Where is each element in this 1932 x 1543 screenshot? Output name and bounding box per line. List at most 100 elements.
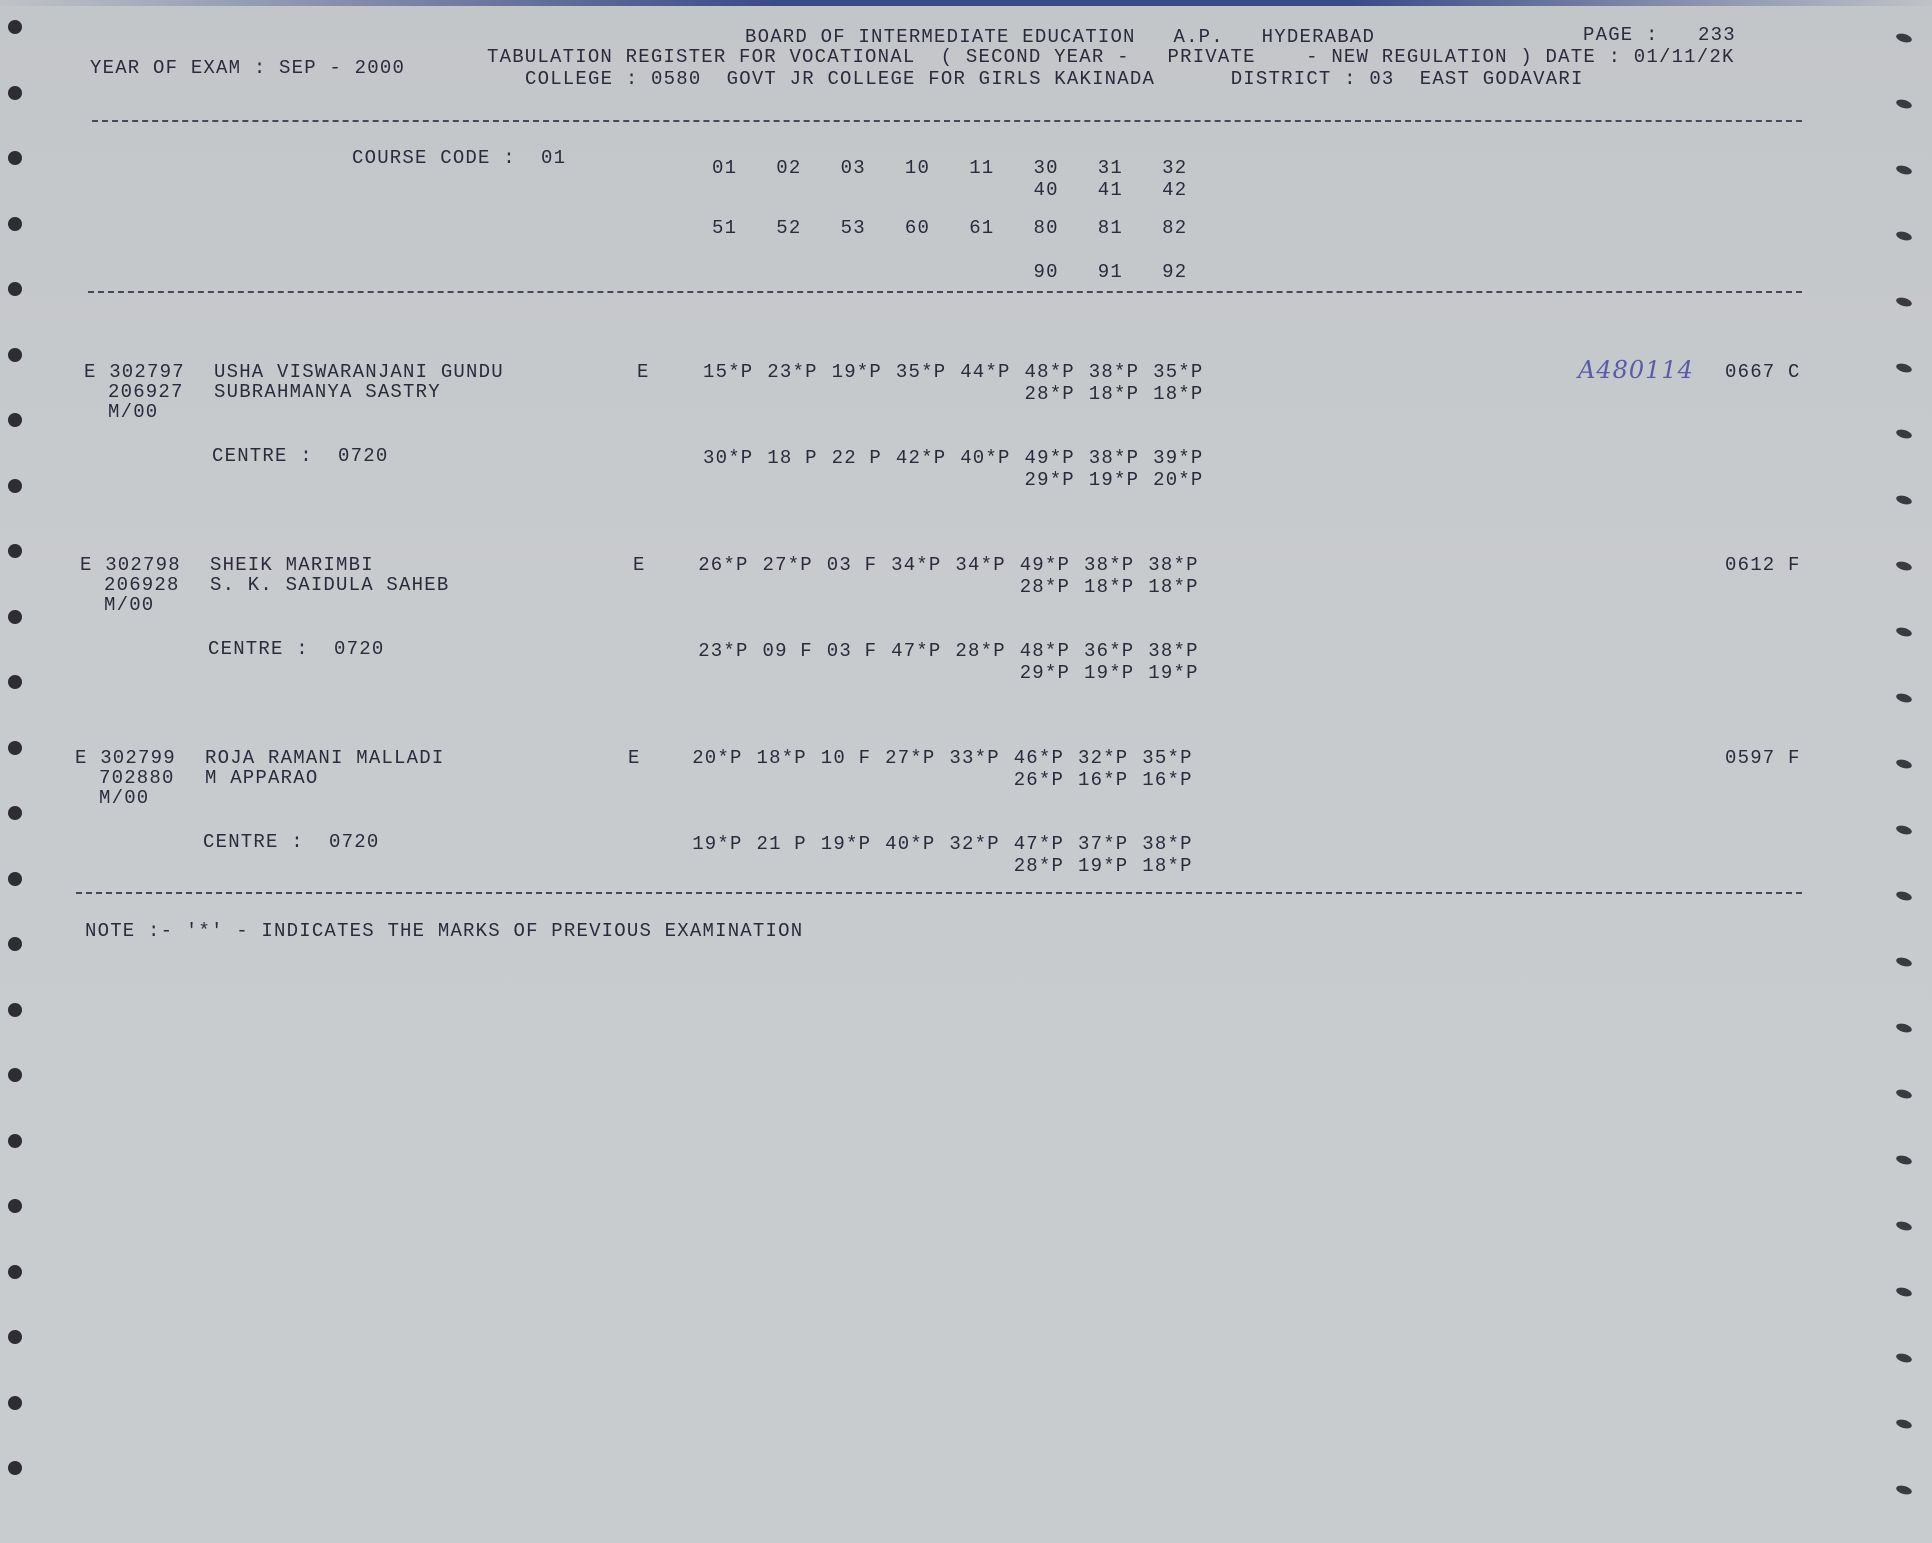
mark-cell: 48*P — [1019, 640, 1071, 662]
margin-mark-icon — [1895, 890, 1913, 902]
feed-hole-icon — [8, 1264, 22, 1279]
margin-mark-icon — [1895, 1418, 1913, 1430]
mark-cell: 34*P — [891, 554, 942, 576]
mark-cell: 22 P — [831, 447, 883, 469]
feed-hole-icon — [8, 1395, 22, 1410]
mark-cell: 15*P — [703, 361, 754, 383]
mark-cell: 36*P — [1084, 640, 1135, 662]
page-label: PAGE : — [1583, 24, 1659, 46]
mark-cell: 29*P — [1019, 662, 1071, 684]
margin-mark-icon — [1895, 1088, 1913, 1100]
course-code-cell: 61 — [969, 217, 995, 239]
mark-cell: 30*P — [703, 447, 754, 469]
mark-cell: 18 P — [767, 447, 818, 469]
margin-mark-icon — [1895, 626, 1913, 638]
mark-cell: 33*P — [949, 747, 1000, 769]
margin-mark-icon — [1895, 296, 1913, 308]
margin-mark-icon — [1895, 362, 1913, 374]
centre: CENTRE : 0720 — [208, 638, 385, 660]
course-code-cell: 52 — [776, 217, 802, 239]
mark-cell: 47*P — [1013, 833, 1065, 855]
mark-cell: 19*P — [831, 361, 883, 383]
mark-cell: 09 F — [762, 640, 813, 662]
feed-hole-icon — [8, 1002, 22, 1017]
margin-mark-icon — [1895, 1352, 1913, 1364]
mark-cell: 18*P — [1142, 855, 1193, 877]
margin-mark-icon — [1895, 956, 1913, 968]
course-code-cell: 30 — [1033, 157, 1059, 179]
category: M/00 — [108, 401, 159, 423]
father-name: S. K. SAIDULA SAHEB — [210, 574, 450, 596]
feed-hole-icon — [8, 1461, 22, 1475]
mark-cell: 38*P — [1088, 447, 1140, 469]
mark-cell: 19*P — [692, 833, 743, 855]
feed-hole-icon — [8, 609, 22, 624]
mark-cell: 23*P — [767, 361, 818, 383]
course-code-cell: 80 — [1033, 217, 1059, 239]
margin-mark-icon — [1895, 758, 1913, 770]
mark-cell: 27*P — [762, 554, 813, 576]
note: NOTE :- '*' - INDICATES THE MARKS OF PRE… — [85, 920, 804, 942]
margin-mark-icon — [1895, 1286, 1913, 1298]
margin-mark-icon — [1895, 164, 1913, 176]
mark-cell: 49*P — [1024, 447, 1075, 469]
feed-hole-icon — [8, 216, 22, 231]
mark-cell: 26*P — [1013, 769, 1065, 791]
feed-hole-icon — [8, 675, 22, 689]
hall-ticket-number: E 302797 — [84, 361, 185, 383]
father-name: SUBRAHMANYA SASTRY — [214, 381, 441, 403]
course-code: COURSE CODE : 01 — [352, 147, 567, 169]
mark-cell: 20*P — [1153, 469, 1204, 491]
course-code-cell: 40 — [1033, 179, 1059, 201]
mark-cell: 18*P — [1084, 576, 1135, 598]
margin-mark-icon — [1895, 1022, 1913, 1034]
mark-cell: 38*P — [1148, 640, 1199, 662]
feed-hole-icon — [8, 806, 22, 820]
mark-cell: 38*P — [1148, 554, 1199, 576]
roll-number: 206927 — [108, 381, 184, 403]
mark-cell: 39*P — [1153, 447, 1204, 469]
roll-number: 206928 — [104, 574, 180, 596]
top-edge — [0, 0, 1932, 6]
mark-cell: 49*P — [1019, 554, 1071, 576]
mark-cell: 20*P — [692, 747, 743, 769]
mark-cell: 46*P — [1013, 747, 1065, 769]
margin-mark-icon — [1895, 32, 1913, 44]
mark-cell: 47*P — [891, 640, 942, 662]
course-code-cell: 41 — [1097, 179, 1124, 201]
mark-cell: 35*P — [1153, 361, 1204, 383]
total-result: 0612 F — [1725, 554, 1801, 576]
mark-cell: 26*P — [698, 554, 749, 576]
mark-cell: 27*P — [885, 747, 936, 769]
feed-hole-icon — [8, 282, 22, 296]
course-code-cell: 11 — [969, 157, 995, 179]
feed-hole-icon — [8, 1330, 22, 1344]
course-code-cell: 31 — [1097, 157, 1124, 179]
feed-hole-icon — [8, 85, 22, 100]
mark-cell: 28*P — [1024, 383, 1075, 405]
page-number: 233 — [1698, 24, 1736, 46]
feed-hole-icon — [8, 1068, 22, 1082]
category: M/00 — [99, 787, 150, 809]
course-code-cell: 92 — [1162, 261, 1188, 283]
medium: E — [637, 361, 650, 383]
feed-hole-icon — [8, 1133, 22, 1148]
mark-cell: 32*P — [1078, 747, 1129, 769]
medium: E — [628, 747, 641, 769]
mark-cell: 38*P — [1142, 833, 1193, 855]
feed-hole-icon — [8, 871, 22, 886]
student-name: SHEIK MARIMBI — [210, 554, 374, 576]
student-name: ROJA RAMANI MALLADI — [205, 747, 445, 769]
margin-mark-icon — [1895, 824, 1913, 836]
course-code-cell: 32 — [1162, 157, 1188, 179]
feed-hole-icon — [8, 347, 22, 362]
mark-cell: 16*P — [1142, 769, 1193, 791]
feed-hole-icon — [8, 478, 22, 493]
course-code-cell: 82 — [1162, 217, 1188, 239]
margin-mark-icon — [1895, 428, 1913, 440]
course-code-cell: 91 — [1097, 261, 1124, 283]
mark-cell: 18*P — [1148, 576, 1199, 598]
divider — [92, 120, 1802, 122]
mark-cell: 35*P — [1142, 747, 1193, 769]
roll-number: 702880 — [99, 767, 175, 789]
